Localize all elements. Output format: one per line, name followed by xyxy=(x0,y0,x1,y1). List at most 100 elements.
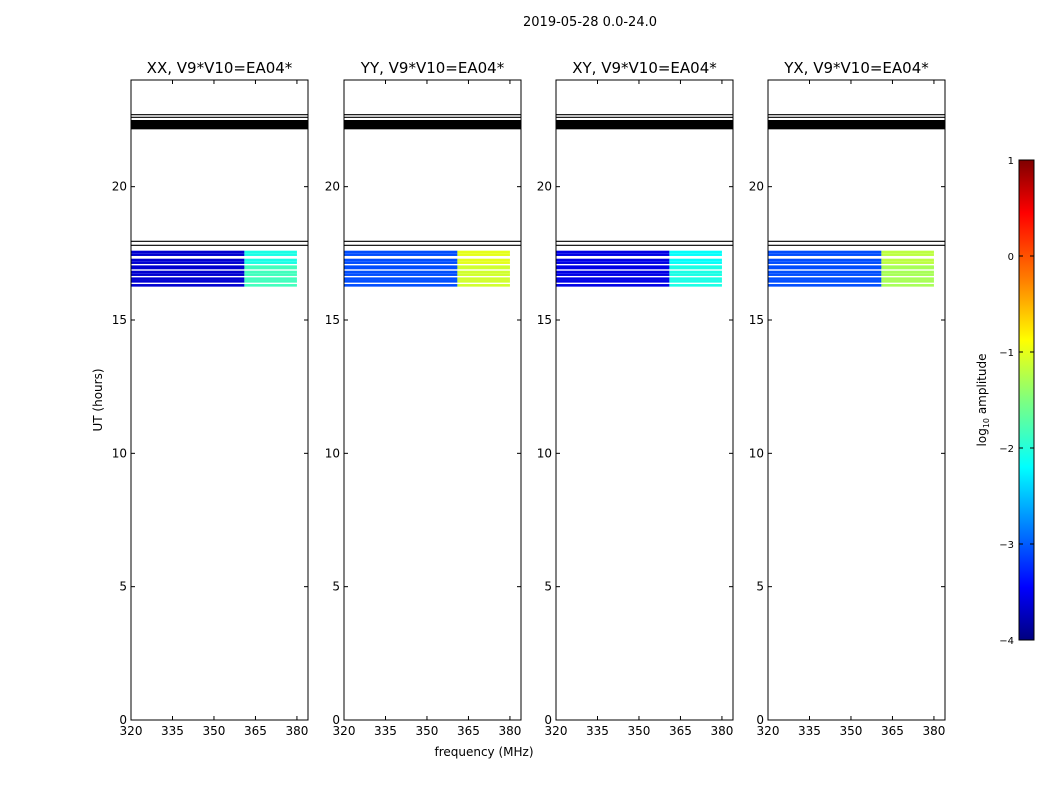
panel-3: XY, V9*V10=EA04* 320 335 350 365 380 0 5 10 15 20 xyxy=(537,59,734,738)
y-tick-label: 0 xyxy=(544,713,552,727)
high-freq-row xyxy=(244,266,297,270)
high-freq-row xyxy=(881,277,934,280)
y-tick-label: 15 xyxy=(112,313,127,327)
low-freq-row xyxy=(131,265,245,268)
x-tick-label: 350 xyxy=(628,724,651,738)
low-freq-row xyxy=(344,277,458,280)
low-freq-row xyxy=(131,280,245,283)
high-freq-row xyxy=(669,270,722,274)
low-freq-row xyxy=(768,273,882,276)
high-freq-row xyxy=(669,265,722,268)
low-freq-row xyxy=(131,261,245,264)
high-freq-row xyxy=(669,266,722,270)
high-freq-row xyxy=(669,250,722,254)
high-freq-row xyxy=(244,277,297,280)
y-tick-label: 15 xyxy=(325,313,340,327)
low-freq-row xyxy=(131,270,245,274)
low-freq-row xyxy=(344,280,458,283)
low-freq-row xyxy=(556,261,670,264)
x-tick-label: 320 xyxy=(545,724,568,738)
y-tick-label: 5 xyxy=(332,580,340,594)
high-freq-row xyxy=(457,253,510,256)
x-tick-label: 365 xyxy=(881,724,904,738)
high-freq-row xyxy=(457,266,510,270)
colorbar-label-sub: 10 xyxy=(982,418,991,428)
y-tick-label: 0 xyxy=(756,713,764,727)
y-tick-label: 20 xyxy=(112,180,127,194)
x-tick-label: 335 xyxy=(374,724,397,738)
panel-title: XX, V9*V10=EA04* xyxy=(147,59,293,77)
colorbar-label-rest: amplitude xyxy=(975,354,989,418)
high-freq-row xyxy=(457,265,510,268)
low-freq-row xyxy=(131,273,245,276)
panel-2: YY, V9*V10=EA04* 320 335 350 365 380 0 5 10 15 20 xyxy=(325,59,522,738)
high-freq-row xyxy=(244,273,297,276)
panel-frame xyxy=(767,79,946,721)
black-flag-band xyxy=(131,120,308,130)
high-freq-row xyxy=(244,261,297,264)
low-freq-row xyxy=(131,258,245,262)
y-tick-label: 15 xyxy=(749,313,764,327)
low-freq-row xyxy=(556,258,670,262)
high-freq-row xyxy=(457,273,510,276)
low-freq-row xyxy=(768,258,882,262)
high-freq-row xyxy=(244,284,297,287)
low-freq-row xyxy=(768,261,882,264)
high-freq-row xyxy=(669,284,722,287)
low-freq-row xyxy=(556,273,670,276)
x-axis-label: frequency (MHz) xyxy=(434,745,533,759)
high-freq-row xyxy=(457,261,510,264)
x-tick-label: 350 xyxy=(416,724,439,738)
low-freq-row xyxy=(344,273,458,276)
low-freq-row xyxy=(344,266,458,270)
high-freq-row xyxy=(244,270,297,274)
y-tick-label: 5 xyxy=(544,580,552,594)
x-tick-label: 335 xyxy=(586,724,609,738)
low-freq-row xyxy=(768,284,882,287)
x-tick-label: 350 xyxy=(203,724,226,738)
high-freq-row xyxy=(881,273,934,276)
y-tick-label: 10 xyxy=(749,446,764,460)
low-freq-row xyxy=(344,265,458,268)
low-freq-row xyxy=(768,280,882,283)
low-freq-row xyxy=(344,258,458,262)
low-freq-row xyxy=(768,265,882,268)
y-tick-label: 20 xyxy=(749,180,764,194)
high-freq-row xyxy=(457,277,510,280)
panel-frame xyxy=(130,79,309,721)
figure-suptitle: 2019-05-28 0.0-24.0 xyxy=(523,15,657,30)
y-tick-label: 20 xyxy=(537,180,552,194)
high-freq-row xyxy=(244,265,297,268)
low-freq-row xyxy=(131,277,245,280)
low-freq-row xyxy=(556,270,670,274)
high-freq-row xyxy=(457,258,510,262)
x-tick-label: 365 xyxy=(669,724,692,738)
low-freq-row xyxy=(344,270,458,274)
high-freq-row xyxy=(669,258,722,262)
colorbar-label-base: log xyxy=(975,428,989,446)
colorbar: 10−1−2−3−4 log10 amplitude xyxy=(975,156,1035,647)
x-tick-label: 320 xyxy=(120,724,143,738)
x-tick-label: 350 xyxy=(840,724,863,738)
low-freq-row xyxy=(768,253,882,256)
low-freq-row xyxy=(344,261,458,264)
high-freq-row xyxy=(669,280,722,283)
high-freq-row xyxy=(881,284,934,287)
high-freq-row xyxy=(457,284,510,287)
y-tick-label: 0 xyxy=(119,713,127,727)
y-tick-label: 5 xyxy=(119,580,127,594)
x-tick-label: 380 xyxy=(498,724,521,738)
high-freq-row xyxy=(669,273,722,276)
low-freq-row xyxy=(131,250,245,254)
low-freq-row xyxy=(131,253,245,256)
y-tick-label: 0 xyxy=(332,713,340,727)
high-freq-row xyxy=(881,280,934,283)
high-freq-row xyxy=(457,280,510,283)
colorbar-gradient xyxy=(1018,159,1035,641)
low-freq-row xyxy=(131,284,245,287)
x-tick-label: 320 xyxy=(333,724,356,738)
colorbar-label: log10 amplitude xyxy=(975,354,991,447)
colorbar-tick-label: −1 xyxy=(999,348,1014,359)
high-freq-row xyxy=(881,270,934,274)
high-freq-row xyxy=(457,270,510,274)
